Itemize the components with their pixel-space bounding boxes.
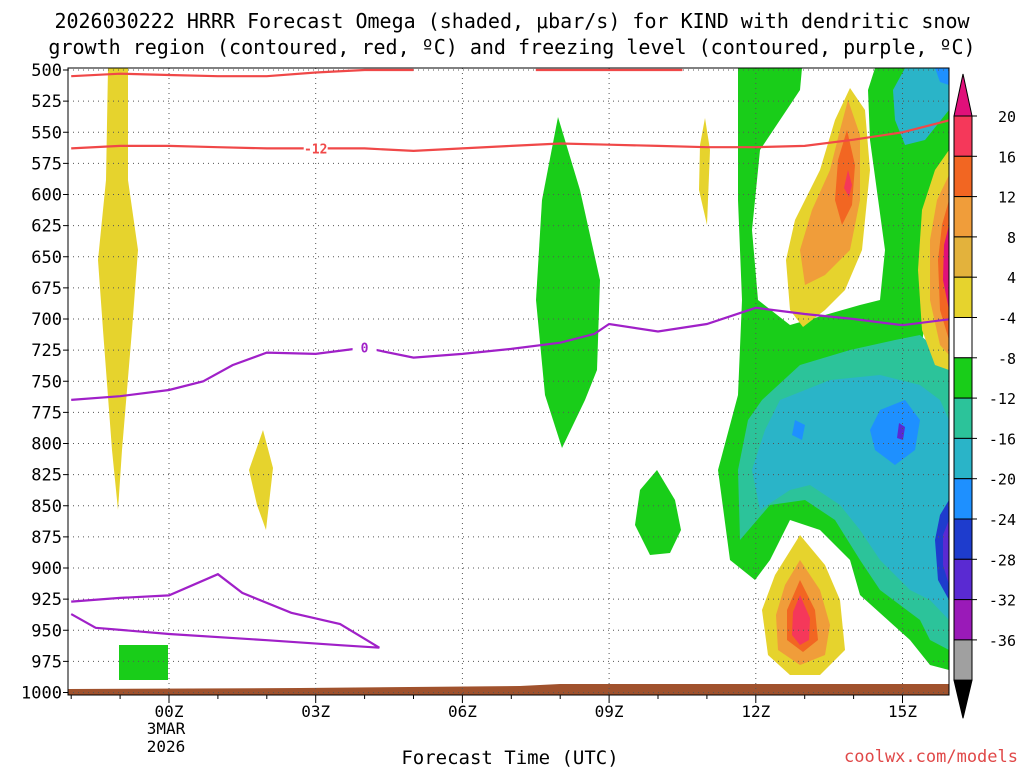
y-tick-label: 700 (31, 310, 62, 330)
colorbar: 20 16 12 8 4 -4 -8 -12 -16 -20 -24 -28 -32 -36 (953, 73, 1016, 719)
colorbar-segment (953, 437, 973, 480)
omega-shading (68, 68, 949, 695)
colorbar-label: -32 (989, 592, 1016, 610)
ground-terrain (68, 684, 949, 695)
y-tick-label: 650 (31, 248, 62, 268)
colorbar-segment (953, 397, 973, 439)
contour-label: -12 (304, 142, 327, 157)
colorbar-label: 12 (998, 189, 1016, 207)
y-tick-label: 825 (31, 466, 62, 486)
colorbar-segment (953, 558, 973, 601)
colorbar-segment (953, 115, 973, 157)
y-tick-label: 750 (31, 372, 62, 392)
y-tick-label: 925 (31, 590, 62, 610)
credit-text: coolwx.com/models (844, 747, 1018, 767)
y-tick-label: 950 (31, 621, 62, 641)
colorbar-segment (953, 357, 973, 399)
y-tick-label: 850 (31, 497, 62, 517)
colorbar-segment (953, 196, 973, 238)
green-column-08z (536, 117, 600, 448)
colorbar-bottom-arrow (953, 679, 973, 719)
colorbar-label: -12 (989, 390, 1016, 408)
date-label-line1: 3MAR (147, 719, 186, 738)
chart-title-line2: growth region (contoured, red, ºC) and f… (48, 35, 975, 59)
yellow-column-left (98, 68, 138, 510)
x-axis-label: Forecast Time (UTC) (401, 747, 618, 768)
x-tick-label: 00Z (155, 702, 184, 721)
x-tick-label: 15Z (888, 702, 917, 721)
y-tick-label: 725 (31, 341, 62, 361)
y-tick-label: 625 (31, 217, 62, 237)
cyan-top-right (893, 68, 949, 145)
contours: -12 0 (70, 68, 949, 649)
colorbar-label: -4 (998, 310, 1016, 328)
x-tick-label: 06Z (448, 702, 477, 721)
colorbar-label: -16 (989, 430, 1016, 448)
yellow-sliver-11z (699, 118, 710, 225)
colorbar-label: 8 (1007, 229, 1016, 247)
y-tick-label: 575 (31, 154, 62, 174)
colorbar-segment (953, 599, 973, 641)
colorbar-segment (953, 317, 973, 359)
contour-label: 0 (361, 342, 369, 357)
x-axis: 00Z 03Z 06Z 09Z 12Z 15Z (70, 695, 917, 721)
y-tick-label: 800 (31, 435, 62, 455)
colorbar-segment (953, 276, 973, 319)
contour-label-bg (352, 339, 377, 356)
contour-freezing-level-low (70, 572, 380, 649)
y-tick-label: 875 (31, 528, 62, 548)
x-tick-label: 09Z (595, 702, 624, 721)
colorbar-label: -8 (998, 350, 1016, 368)
y-axis: 500 525 550 575 600 625 650 675 700 725 750 775 800 8… (21, 61, 68, 704)
colorbar-label: -20 (989, 471, 1016, 489)
x-tick-label: 12Z (741, 702, 770, 721)
orange2-upper-right (835, 130, 855, 225)
green-square-left (119, 645, 168, 680)
grid (68, 68, 949, 695)
y-tick-label: 1000 (21, 684, 62, 704)
contour-freezing-level (71, 306, 949, 401)
colorbar-label: 20 (998, 108, 1016, 126)
y-tick-label: 675 (31, 279, 62, 299)
red-upper-right (844, 170, 852, 197)
red-core-lower (792, 595, 810, 645)
contour-dendritic-lower (71, 119, 949, 153)
colorbar-label: -36 (989, 632, 1016, 650)
colorbar-label: 4 (1007, 269, 1016, 287)
colorbar-segment (953, 639, 973, 681)
y-tick-label: 550 (31, 123, 62, 143)
colorbar-label: 16 (998, 148, 1016, 166)
y-tick-label: 600 (31, 186, 62, 206)
purple-spot-15z (897, 423, 905, 440)
colorbar-segment (953, 236, 973, 278)
colorbar-segment (953, 155, 973, 198)
purple-edge-right (935, 500, 949, 600)
colorbar-top-arrow (953, 73, 973, 117)
x-tick-label: 03Z (301, 702, 330, 721)
contour-label-bg (303, 140, 328, 157)
magenta-edge-right (943, 225, 949, 310)
colorbar-label: -28 (989, 551, 1016, 569)
y-tick-label: 525 (31, 92, 62, 112)
chart-title-line1: 2026030222 HRRR Forecast Omega (shaded, … (54, 9, 970, 33)
blue-spot-13z (792, 420, 805, 440)
y-tick-label: 900 (31, 559, 62, 579)
colorbar-label: -24 (989, 511, 1016, 529)
yellow-spot-mid (249, 430, 273, 530)
colorbar-segment (953, 478, 973, 520)
y-tick-label: 500 (31, 61, 62, 81)
purple2-edge-right (943, 520, 949, 585)
date-label-line2: 2026 (147, 737, 186, 756)
y-tick-label: 775 (31, 403, 62, 423)
green-blob-10z (635, 470, 681, 555)
blue-spot-15z (870, 400, 920, 465)
y-tick-label: 975 (31, 652, 62, 672)
contour-dendritic-upper (71, 68, 414, 78)
blue-top-right (935, 68, 949, 85)
colorbar-segment (953, 518, 973, 560)
